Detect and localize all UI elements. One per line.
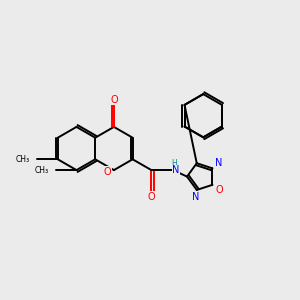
- Text: O: O: [110, 95, 118, 105]
- Text: N: N: [172, 165, 180, 175]
- Text: H: H: [172, 159, 177, 168]
- Text: CH₃: CH₃: [16, 155, 30, 164]
- Text: O: O: [148, 192, 155, 202]
- Text: O: O: [215, 185, 223, 195]
- Text: N: N: [192, 191, 199, 202]
- Text: O: O: [103, 167, 111, 177]
- Text: N: N: [215, 158, 223, 168]
- Text: CH₃: CH₃: [34, 166, 49, 175]
